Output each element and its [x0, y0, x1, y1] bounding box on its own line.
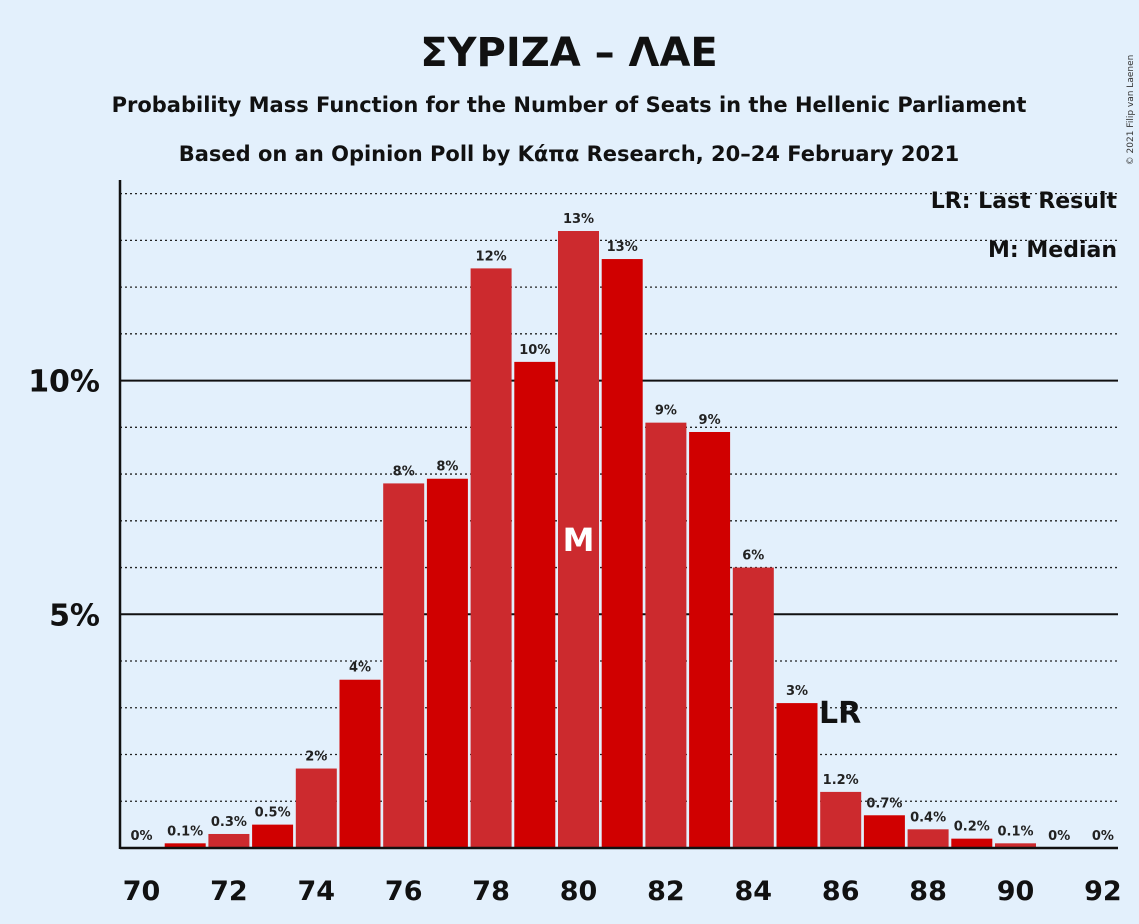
data-label: 0%: [130, 829, 152, 844]
legend-last-result: LR: Last Result: [931, 189, 1118, 214]
x-tick-label: 78: [472, 876, 510, 907]
x-tick-label: 82: [647, 876, 685, 907]
data-label: 13%: [563, 212, 594, 227]
data-label: 0.2%: [954, 820, 990, 835]
bar: [208, 833, 250, 848]
bar: [601, 259, 643, 849]
data-label: 9%: [655, 404, 677, 419]
markers: M LR: [563, 521, 862, 731]
axes: 5% 10% 70 72 74 76 78 80 82 84 86 88 90 92: [28, 180, 1122, 907]
data-label: 0.5%: [255, 806, 291, 821]
bars: [164, 231, 1036, 849]
data-label: 1.2%: [823, 773, 859, 788]
bar: [295, 768, 337, 848]
median-marker: M: [563, 521, 595, 559]
bar: [995, 843, 1036, 848]
chart-title: ΣΥΡΙΖΑ – ΛΑΕ: [420, 30, 718, 76]
data-label: 0.1%: [997, 824, 1033, 839]
data-label: 0.4%: [910, 810, 946, 825]
chart-subtitle-2: Based on an Opinion Poll by Κάπα Researc…: [179, 142, 960, 166]
bar: [558, 231, 599, 848]
x-tick-label: 86: [822, 876, 860, 907]
data-label: 8%: [436, 460, 458, 475]
data-label: 0%: [1048, 829, 1070, 844]
data-labels: 0% 0.1% 0.3% 0.5% 2% 4% 8% 8% 12% 10% 13% 13% 9% 9% 6%…: [130, 212, 1113, 844]
data-label: 4%: [349, 661, 371, 676]
data-label: 13%: [607, 240, 638, 255]
bar: [164, 843, 206, 848]
bar: [252, 824, 294, 848]
bar: [776, 703, 818, 848]
data-label: 2%: [305, 750, 327, 765]
data-label: 9%: [699, 413, 721, 428]
bar: [689, 431, 731, 848]
bar: [514, 361, 556, 848]
bar: [470, 268, 512, 849]
data-label: 6%: [742, 549, 764, 564]
data-label: 0.1%: [167, 824, 203, 839]
last-result-marker: LR: [819, 696, 861, 731]
bar: [383, 483, 425, 848]
data-label: 12%: [476, 249, 507, 264]
data-label: 0.7%: [866, 796, 902, 811]
bar: [645, 422, 687, 848]
bar: [951, 838, 993, 848]
x-tick-label: 70: [123, 876, 161, 907]
bar: [820, 791, 862, 848]
bar: [863, 815, 905, 848]
x-tick-label: 90: [997, 876, 1035, 907]
data-label: 0%: [1092, 829, 1114, 844]
bar: [732, 567, 774, 848]
copyright-notice: © 2021 Filip van Laenen: [1126, 55, 1136, 166]
data-label: 3%: [786, 684, 808, 699]
x-tick-label: 80: [560, 876, 598, 907]
bar: [426, 478, 468, 848]
x-tick-label: 92: [1084, 876, 1122, 907]
x-tick-label: 88: [909, 876, 947, 907]
data-label: 10%: [519, 343, 550, 358]
bar: [907, 829, 949, 848]
y-tick-label: 5%: [49, 598, 100, 633]
x-tick-label: 76: [385, 876, 423, 907]
x-tick-label: 72: [210, 876, 248, 907]
legend-median: M: Median: [988, 238, 1117, 263]
x-tick-label: 74: [298, 876, 336, 907]
data-label: 8%: [393, 464, 415, 479]
data-label: 0.3%: [211, 815, 247, 830]
chart-subtitle-1: Probability Mass Function for the Number…: [112, 93, 1027, 117]
x-tick-label: 84: [735, 876, 773, 907]
bar: [339, 679, 381, 848]
y-tick-label: 10%: [28, 365, 100, 400]
